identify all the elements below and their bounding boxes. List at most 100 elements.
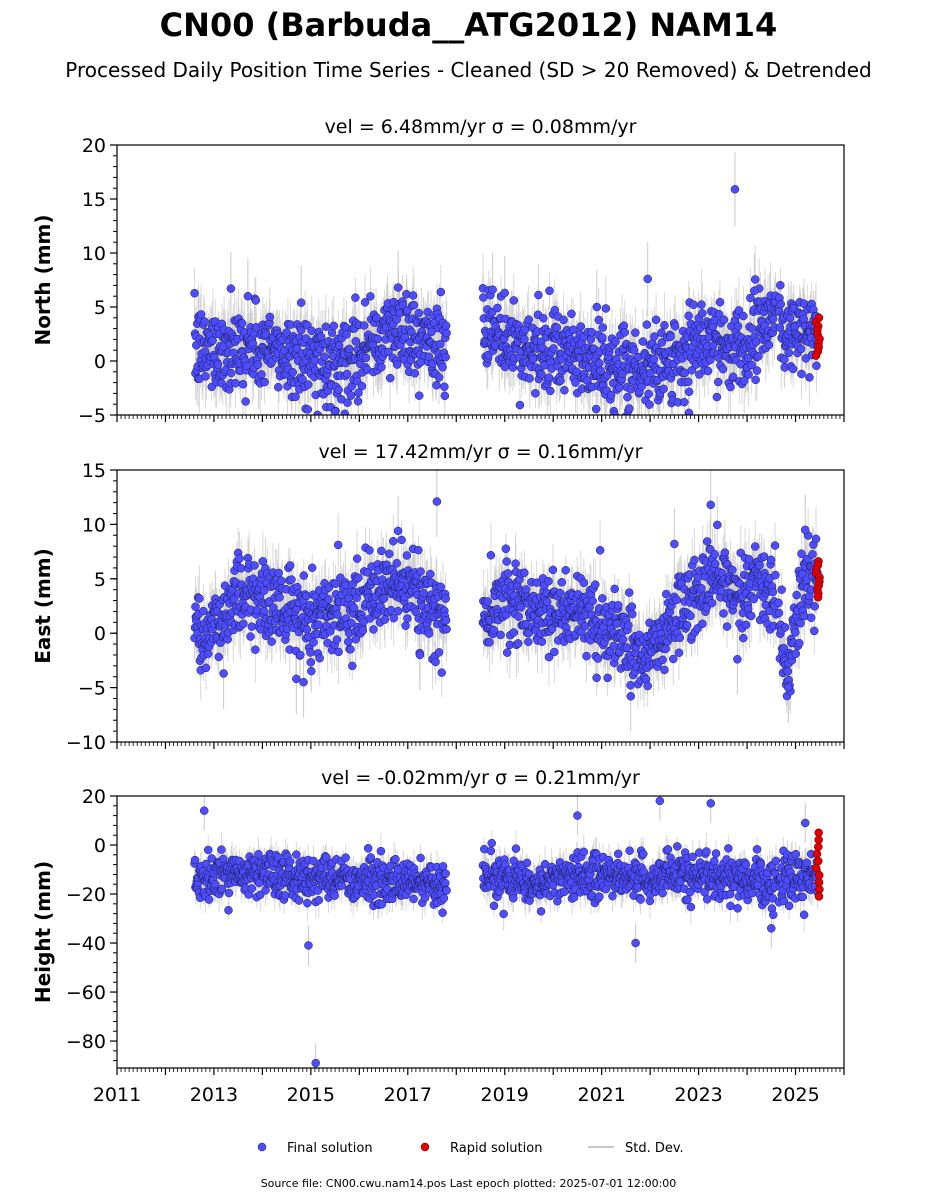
final-solution-point [275, 593, 284, 602]
rapid-solution-points [811, 313, 824, 360]
final-solution-point [609, 378, 618, 388]
final-solution-point [393, 606, 403, 616]
final-solution-point [747, 360, 756, 370]
final-solution-point [514, 612, 523, 621]
final-solution-point [229, 594, 239, 604]
final-solution-point [436, 287, 446, 297]
final-solution-point [591, 404, 601, 414]
final-solution-point [485, 638, 494, 647]
final-solution-point [547, 624, 557, 634]
final-solution-point [282, 328, 291, 337]
final-solution-point [372, 313, 381, 322]
final-solution-point [303, 405, 313, 414]
final-solution-point [250, 561, 259, 570]
final-solution-point [427, 327, 436, 337]
y-tick-label: 10 [82, 243, 106, 265]
final-solution-point [764, 340, 774, 350]
final-solution-point [247, 622, 257, 631]
final-solution-point [684, 387, 694, 397]
final-solution-point [606, 391, 616, 400]
final-solution-point [680, 397, 689, 407]
final-solution-point [379, 594, 389, 603]
final-solution-point [657, 338, 667, 347]
chart-subtitle: Processed Daily Position Time Series - C… [65, 58, 872, 82]
final-solution-point [715, 297, 725, 307]
final-solution-point [486, 551, 496, 560]
final-solution-point [645, 400, 654, 409]
final-solution-point [257, 370, 266, 379]
final-solution-point [438, 362, 447, 372]
final-solution-point [534, 290, 543, 300]
final-solution-point [259, 586, 269, 595]
final-solution-point [718, 364, 728, 374]
final-solution-point [348, 661, 357, 671]
final-solution-point [306, 658, 316, 667]
final-solution-point [414, 308, 424, 318]
final-solution-point [747, 324, 757, 333]
final-solution-point [437, 668, 446, 677]
final-solution-point [726, 382, 735, 392]
final-solution-point [629, 346, 639, 355]
final-solution-point [361, 353, 371, 363]
chart-title: CN00 (Barbuda__ATG2012) NAM14 [159, 6, 778, 44]
final-solution-point [299, 571, 309, 580]
final-solution-point [525, 374, 534, 383]
final-solution-point [598, 323, 608, 332]
final-solution-point [489, 625, 499, 635]
final-solution-point [515, 400, 525, 410]
final-solution-point [560, 385, 569, 395]
final-solution-point [650, 332, 659, 341]
final-solution-point [309, 638, 318, 647]
plot-area [190, 470, 824, 732]
final-solution-point [434, 373, 444, 382]
final-solution-point [409, 300, 419, 310]
final-solution-point [253, 360, 263, 369]
final-solution-point [416, 567, 425, 576]
final-solution-point [634, 418, 642, 426]
y-tick-label: 20 [82, 135, 106, 157]
final-solution-point [333, 540, 343, 550]
final-solution-point [310, 356, 320, 365]
final-solution-point [251, 645, 260, 654]
final-solution-point [393, 283, 403, 292]
final-solution-point [354, 573, 363, 583]
final-solution-point [442, 328, 451, 338]
final-solution-point [334, 647, 343, 657]
final-solution-point [680, 368, 689, 378]
final-solution-point [594, 359, 604, 368]
final-solution-point [713, 377, 723, 387]
final-solution-point [502, 557, 511, 566]
final-solution-point [320, 352, 329, 361]
final-solution-point [190, 289, 199, 298]
final-solution-point [213, 360, 223, 369]
final-solution-point [349, 603, 359, 613]
final-solution-point [199, 606, 208, 616]
final-solution-point [689, 300, 698, 310]
final-solution-point [369, 625, 378, 634]
final-solution-point [549, 344, 558, 353]
final-solution-point [568, 325, 578, 335]
final-solution-point [649, 354, 659, 364]
final-solution-point [552, 323, 562, 332]
final-solution-point [728, 372, 738, 382]
final-solution-point [265, 312, 275, 322]
final-solution-point [441, 352, 450, 362]
final-solution-point [246, 632, 255, 641]
final-solution-point [408, 291, 418, 300]
final-solution-point [642, 320, 652, 329]
final-solution-point [750, 286, 759, 296]
final-solution-point [643, 274, 652, 284]
final-solution-point [259, 606, 268, 616]
final-solution-point [346, 645, 355, 654]
final-solution-point [343, 398, 352, 407]
final-solution-point [251, 296, 261, 305]
final-solution-point [546, 386, 555, 396]
final-solution-point [365, 546, 374, 555]
final-solution-point [260, 377, 269, 387]
final-solution-point [342, 369, 352, 379]
final-solution-point [799, 314, 808, 324]
final-solution-point [431, 657, 440, 667]
final-solution-point [657, 328, 666, 338]
final-solution-point [714, 310, 724, 319]
final-solution-point [334, 385, 343, 395]
